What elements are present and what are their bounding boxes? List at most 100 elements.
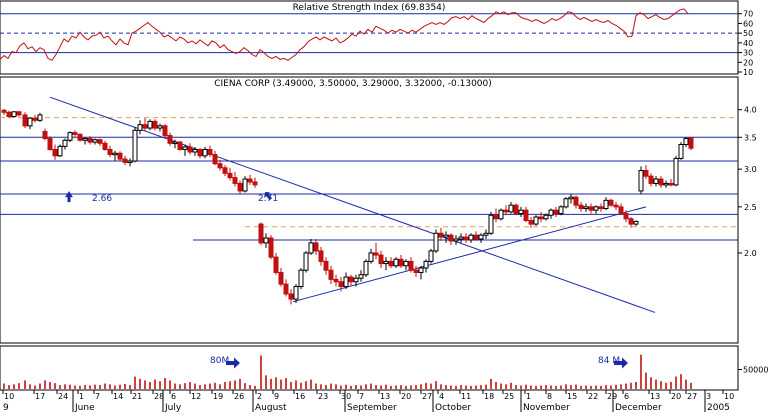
candle: [273, 252, 279, 275]
candle: [578, 201, 584, 212]
x-day-label: 4: [439, 392, 444, 401]
candle-body: [533, 216, 539, 225]
candle-body: [568, 196, 574, 200]
candle-body: [298, 269, 304, 288]
candle-body: [47, 137, 53, 150]
candle: [288, 288, 294, 305]
x-day-label: 7: [359, 392, 364, 401]
candle-body: [177, 141, 183, 150]
rsi-reference-levels: [0, 13, 738, 54]
candle-body: [478, 234, 484, 240]
candle-body: [92, 139, 98, 143]
candle: [398, 255, 404, 268]
candle-body: [202, 148, 208, 157]
candle: [293, 284, 299, 303]
candle: [383, 257, 389, 271]
candle-body: [11, 111, 17, 118]
candle: [147, 119, 153, 131]
candle: [388, 257, 394, 268]
candle-body: [42, 130, 48, 139]
x-day-label: 29: [607, 392, 617, 401]
candle-body: [212, 154, 218, 165]
candle-body: [618, 206, 624, 215]
right-arrow-icon: [614, 357, 628, 369]
volume-annotations: 80M 84 M: [210, 356, 628, 369]
candle-body: [333, 278, 339, 283]
candle: [167, 132, 173, 146]
candle: [458, 233, 464, 243]
candle-body: [57, 145, 63, 157]
candle-body: [373, 252, 379, 256]
candle: [177, 140, 183, 151]
candle: [157, 123, 163, 132]
candle-body: [673, 157, 679, 186]
x-day-label: 28: [154, 392, 164, 401]
candle: [403, 259, 409, 271]
x-axis: 10 17 24 1 7 14 21 28 6 12 19 26 2 9 16 23 30 7 13 20 27 4 11 1…: [0, 389, 738, 413]
candle: [242, 176, 248, 193]
candle: [688, 137, 694, 151]
candle: [618, 203, 624, 216]
rsi-title: Relative Strength Index (69.8354): [293, 3, 446, 13]
candle: [683, 137, 689, 147]
rsi-tick-label: 20: [743, 58, 753, 67]
candle: [328, 265, 334, 285]
x-day-label: 19: [213, 392, 223, 401]
candle: [27, 117, 33, 130]
candle: [678, 142, 684, 160]
x-day-label: 27: [422, 392, 432, 401]
price-tick-label: 3.0: [744, 165, 757, 174]
candlesticks: [1, 109, 694, 305]
candle-body: [443, 234, 449, 238]
candle: [533, 215, 539, 226]
candle-body: [608, 199, 614, 206]
candle: [608, 198, 614, 207]
volume-annotation-label: 84 M: [598, 356, 620, 366]
candle: [162, 124, 168, 138]
x-day-label: 27: [687, 392, 697, 401]
candle-body: [263, 237, 269, 244]
candle: [232, 171, 238, 187]
candle: [363, 259, 369, 278]
candle-body: [558, 206, 564, 215]
x-day-label: 20: [671, 392, 681, 401]
candle-body: [378, 254, 384, 265]
candle-body: [628, 218, 634, 225]
rsi-tick-label: 70: [743, 10, 753, 19]
candle-body: [127, 160, 133, 164]
candle-body: [423, 260, 429, 269]
candle-body: [207, 148, 213, 156]
candle: [47, 136, 53, 151]
candle-body: [152, 120, 158, 129]
candle-body: [122, 158, 128, 163]
candle: [197, 148, 203, 159]
candle: [278, 267, 284, 287]
candle: [263, 233, 269, 248]
candle-body: [182, 146, 188, 150]
x-month-label: September: [347, 403, 397, 412]
candle-body: [653, 178, 659, 184]
candle-body: [643, 170, 649, 177]
candle: [298, 267, 304, 289]
candle-body: [633, 220, 639, 225]
candle-body: [308, 242, 314, 254]
candle-body: [132, 129, 138, 162]
x-day-label: 14: [113, 392, 123, 401]
trendlines: [49, 96, 656, 313]
x-axis-month-labels: June July August September October November De…: [72, 390, 730, 413]
candle: [628, 217, 634, 228]
candle-body: [242, 178, 248, 192]
candle-body: [112, 152, 118, 156]
candle-body: [363, 260, 369, 276]
candle: [57, 144, 63, 158]
candle-body: [22, 114, 28, 127]
candle-body: [593, 206, 599, 211]
volume-bars: [3, 354, 692, 389]
candle: [112, 150, 118, 162]
candle-body: [102, 142, 108, 150]
candle: [653, 176, 659, 187]
candle-body: [613, 204, 619, 208]
x-axis-day-ticks: 10 17 24 1 7 14 21 28 6 12 19 26 2 9 16 23 30 7 13 20 27 4 11 1…: [2, 390, 734, 401]
candle: [283, 279, 289, 297]
x-day-label: 24: [58, 392, 68, 401]
